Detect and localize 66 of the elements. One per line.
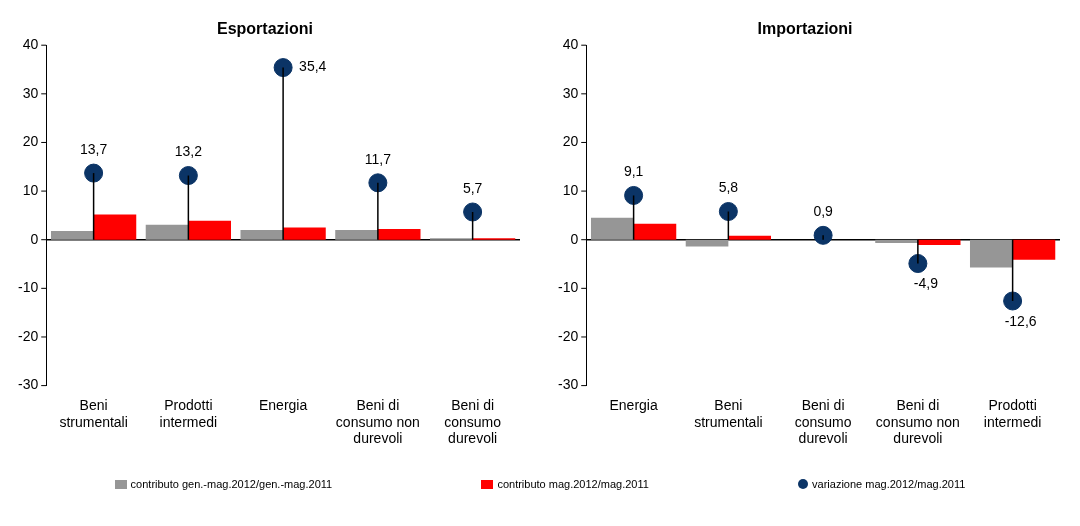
legend-label: contributo mag.2012/mag.2011 <box>497 478 649 490</box>
y-tick-label: 10 <box>562 181 579 198</box>
point <box>368 173 388 193</box>
bar <box>590 217 634 240</box>
y-tick-label: 20 <box>562 133 579 150</box>
point <box>718 202 738 222</box>
data-label: 35,4 <box>299 58 327 75</box>
data-label: -12,6 <box>1004 312 1037 329</box>
y-tick-label: -30 <box>558 376 579 393</box>
data-label: 9,1 <box>623 163 644 180</box>
x-tick-label: Energia <box>258 396 308 413</box>
data-label: 11,7 <box>364 150 392 167</box>
point <box>273 58 293 78</box>
bar <box>145 224 189 240</box>
y-tick-label: -30 <box>18 376 39 393</box>
x-tick-label: Prodotti intermedi <box>983 396 1042 430</box>
point <box>178 166 198 186</box>
y-tick-label: 40 <box>562 36 579 53</box>
bar <box>1012 239 1056 260</box>
x-tick-label: Beni strumentali <box>59 396 128 430</box>
data-label: 5,7 <box>462 179 483 196</box>
y-tick-label: -10 <box>18 279 39 296</box>
y-tick-label: 0 <box>570 230 579 247</box>
bar <box>283 227 326 240</box>
bar <box>969 239 1013 268</box>
legend-label: contributo gen.-mag.2012/gen.-mag.2011 <box>130 478 333 490</box>
x-tick-label: Beni di consumo non durevoli <box>335 396 420 447</box>
data-label: 0,9 <box>813 203 834 220</box>
x-tick-label: Beni di consumo durevoli <box>444 396 502 447</box>
point <box>463 202 483 222</box>
point <box>908 254 928 274</box>
x-tick-label: Energia <box>609 396 658 413</box>
x-tick-label: Beni di consumo durevoli <box>794 396 852 447</box>
y-tick-label: 0 <box>30 230 39 247</box>
bar <box>188 220 231 240</box>
bar <box>335 229 378 240</box>
y-tick-label: 20 <box>22 133 39 150</box>
point <box>1003 291 1023 311</box>
bar <box>240 229 284 240</box>
bar <box>633 223 677 240</box>
bar <box>93 214 137 240</box>
bar <box>377 229 421 240</box>
bar <box>685 239 729 247</box>
y-tick-label: 30 <box>562 84 579 101</box>
y-tick-label: 10 <box>22 181 39 198</box>
y-tick-label: 40 <box>22 36 39 53</box>
x-tick-label: Beni di consumo non durevoli <box>875 396 960 447</box>
y-tick-label: -20 <box>558 327 579 344</box>
y-tick-label: 30 <box>22 84 39 101</box>
data-label: 5,8 <box>718 179 739 196</box>
y-tick-label: -10 <box>558 279 579 296</box>
data-label: 13,2 <box>174 143 203 160</box>
data-label: -4,9 <box>913 275 939 292</box>
x-tick-label: Prodotti intermedi <box>159 396 218 430</box>
bar <box>728 235 771 240</box>
chart-title: Importazioni <box>757 20 853 38</box>
bar <box>917 239 961 246</box>
chart-title: Esportazioni <box>216 20 314 38</box>
y-tick-label: -20 <box>18 327 39 344</box>
bar <box>50 230 94 240</box>
point <box>84 163 104 183</box>
legend-label: variazione mag.2012/mag.2011 <box>812 478 966 490</box>
data-label: 13,7 <box>79 140 108 157</box>
point <box>813 225 833 245</box>
x-tick-label: Beni strumentali <box>694 396 763 430</box>
point <box>624 185 644 205</box>
